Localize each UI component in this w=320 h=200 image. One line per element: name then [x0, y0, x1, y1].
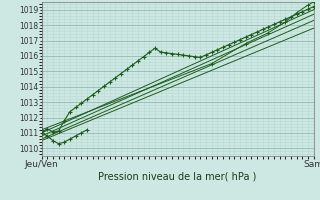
X-axis label: Pression niveau de la mer( hPa ): Pression niveau de la mer( hPa )	[99, 172, 257, 182]
